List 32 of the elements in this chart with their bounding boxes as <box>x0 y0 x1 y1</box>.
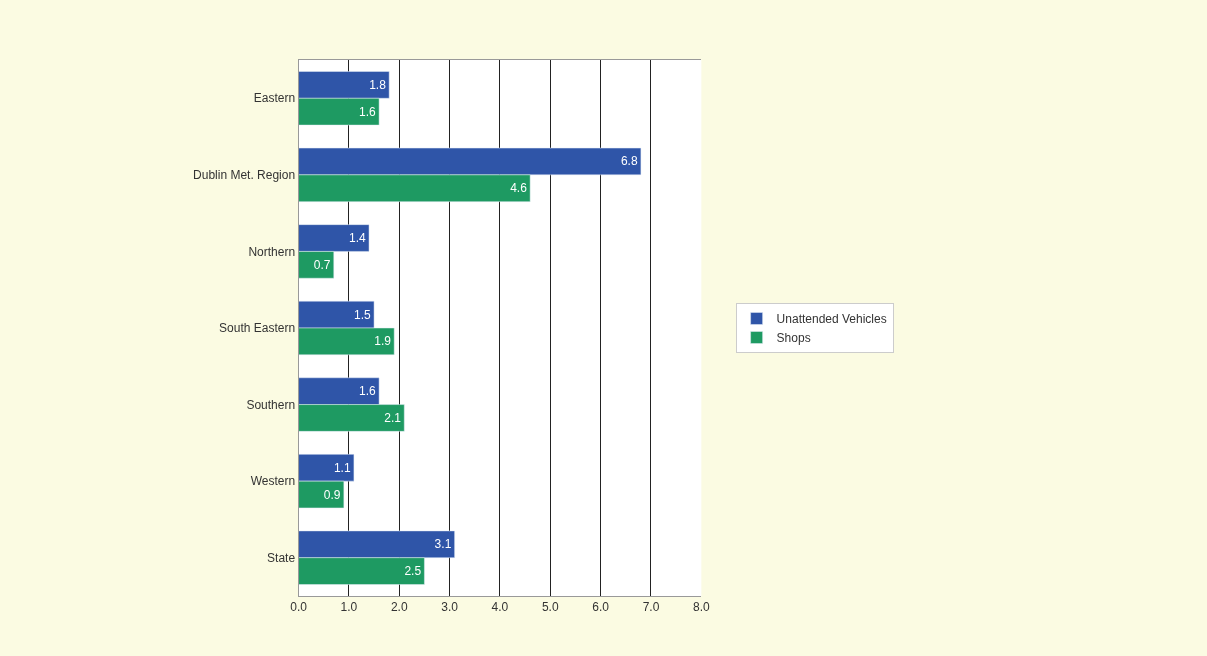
data-label: 2.5 <box>404 564 422 579</box>
data-label: 1.9 <box>374 334 392 349</box>
data-label: 6.8 <box>620 154 638 169</box>
x-tick-label: 2.0 <box>390 600 408 615</box>
data-label: 1.5 <box>354 307 372 322</box>
x-tick-label: 1.0 <box>340 600 358 615</box>
y-tick-label: State <box>267 550 296 565</box>
x-tick-label: 6.0 <box>592 600 610 615</box>
x-tick-label: 8.0 <box>693 600 710 615</box>
data-label: 1.4 <box>349 231 367 246</box>
x-tick-label: 7.0 <box>642 600 660 615</box>
legend-label: Unattended Vehicles <box>776 312 887 327</box>
legend-label: Shops <box>776 331 811 346</box>
y-tick-label: Western <box>250 474 296 489</box>
y-tick-label: Northern <box>248 244 296 259</box>
data-label: 2.1 <box>384 410 402 425</box>
data-label: 0.7 <box>313 257 331 272</box>
data-label: 0.9 <box>323 487 341 502</box>
y-tick-label: Dublin Met. Region <box>193 168 296 183</box>
x-tick-label: 0.0 <box>290 600 308 615</box>
y-tick-label: Southern <box>246 397 296 412</box>
data-label: 1.6 <box>359 104 377 119</box>
y-tick-label: Eastern <box>253 91 296 106</box>
x-tick-label: 5.0 <box>541 600 559 615</box>
x-tick-label: 4.0 <box>491 600 509 615</box>
data-label: 1.6 <box>359 384 377 399</box>
data-label: 4.6 <box>510 181 528 196</box>
data-label: 1.1 <box>333 460 351 475</box>
data-label: 3.1 <box>434 537 452 552</box>
y-tick-label: South Eastern <box>219 321 296 336</box>
data-label: 1.8 <box>369 77 387 92</box>
x-tick-label: 3.0 <box>441 600 459 615</box>
